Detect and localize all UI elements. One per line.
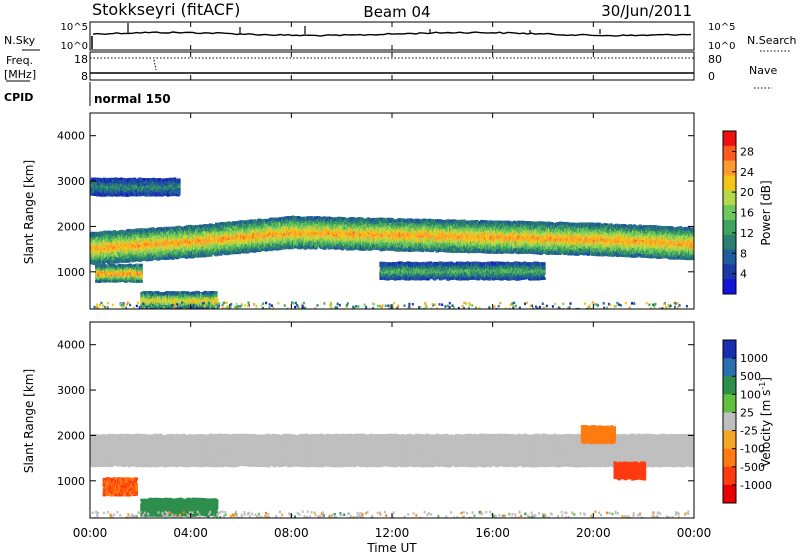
cpid-label: CPID (4, 91, 33, 104)
freq-label: Freq. (6, 54, 33, 67)
power-cell (95, 236, 100, 240)
nsky-left-tick-top: 10^5 (61, 22, 88, 33)
freq-left-tick-top: 18 (74, 53, 88, 66)
power-cell (94, 237, 98, 241)
nave-right-tick-bottom: 0 (708, 70, 715, 83)
nsearch-label: N.Search (747, 34, 797, 47)
power-cell (204, 226, 209, 230)
power-cell (282, 233, 287, 237)
power-cell (246, 240, 251, 244)
power-cell (303, 221, 308, 224)
cpid-value: normal 150 (94, 92, 171, 106)
power-cell (233, 244, 237, 248)
power-cell (306, 243, 310, 247)
nsky-right-tick-top: 10^5 (708, 22, 735, 33)
power-cell (297, 216, 301, 220)
nsky-panel: N.Sky 10^5 10^0 10^5 10^0 N.Search (4, 21, 797, 52)
power-cell (309, 216, 314, 220)
power-cell (176, 232, 180, 236)
nave-label: Nave (749, 64, 777, 77)
power-heatmap (90, 177, 694, 309)
power-cell (324, 228, 329, 232)
power-cell (254, 248, 258, 252)
power-cell (157, 256, 162, 260)
power-cell (379, 248, 383, 252)
nsky-trace (92, 31, 692, 37)
power-cell (232, 225, 236, 228)
power-cell (322, 242, 326, 245)
nsky-left-tick-bottom: 10^0 (61, 41, 88, 52)
freq-left-tick-bottom: 8 (81, 70, 88, 83)
power-cell (167, 256, 171, 260)
power-cell (301, 245, 305, 249)
power-cell (152, 233, 157, 237)
power-cell (155, 246, 159, 250)
power-cell (290, 246, 294, 250)
power-cell (112, 230, 117, 234)
site-title: Stokkseyri (fitACF) (92, 0, 240, 19)
power-cell (219, 252, 223, 256)
power-cell (100, 251, 104, 255)
power-cell (379, 237, 383, 241)
power-cell (208, 239, 212, 243)
power-cell (381, 220, 386, 224)
power-cell (115, 256, 119, 260)
power-cell (230, 249, 235, 252)
power-cell (148, 237, 153, 240)
power-cell (120, 229, 124, 233)
nsky-label: N.Sky (4, 34, 36, 47)
date-title: 30/Jun/2011 (601, 2, 692, 20)
power-cell (91, 243, 96, 247)
power-cell (282, 232, 286, 235)
power-cell (100, 255, 104, 259)
power-cell (181, 226, 185, 230)
cpid-panel: CPID normal 150 (4, 82, 171, 106)
power-cell (120, 247, 124, 251)
power-cell (282, 223, 287, 227)
freq-unit: [MHz] (4, 68, 36, 81)
power-cell (355, 225, 360, 229)
power-cell (173, 229, 178, 232)
power-cell (277, 227, 282, 231)
power-cell (329, 235, 334, 239)
power-cell (185, 242, 189, 246)
beam-title: Beam 04 (363, 3, 430, 21)
nsky-right-tick-bottom: 10^0 (708, 41, 735, 52)
power-cell (241, 250, 246, 254)
power-cell (199, 243, 204, 247)
power-cell (179, 246, 184, 250)
power-cell (348, 239, 352, 243)
freq-panel: Freq. [MHz] 18 8 80 0 Nave (4, 51, 777, 89)
power-cell (157, 246, 162, 250)
nave-right-tick-top: 80 (708, 53, 722, 66)
